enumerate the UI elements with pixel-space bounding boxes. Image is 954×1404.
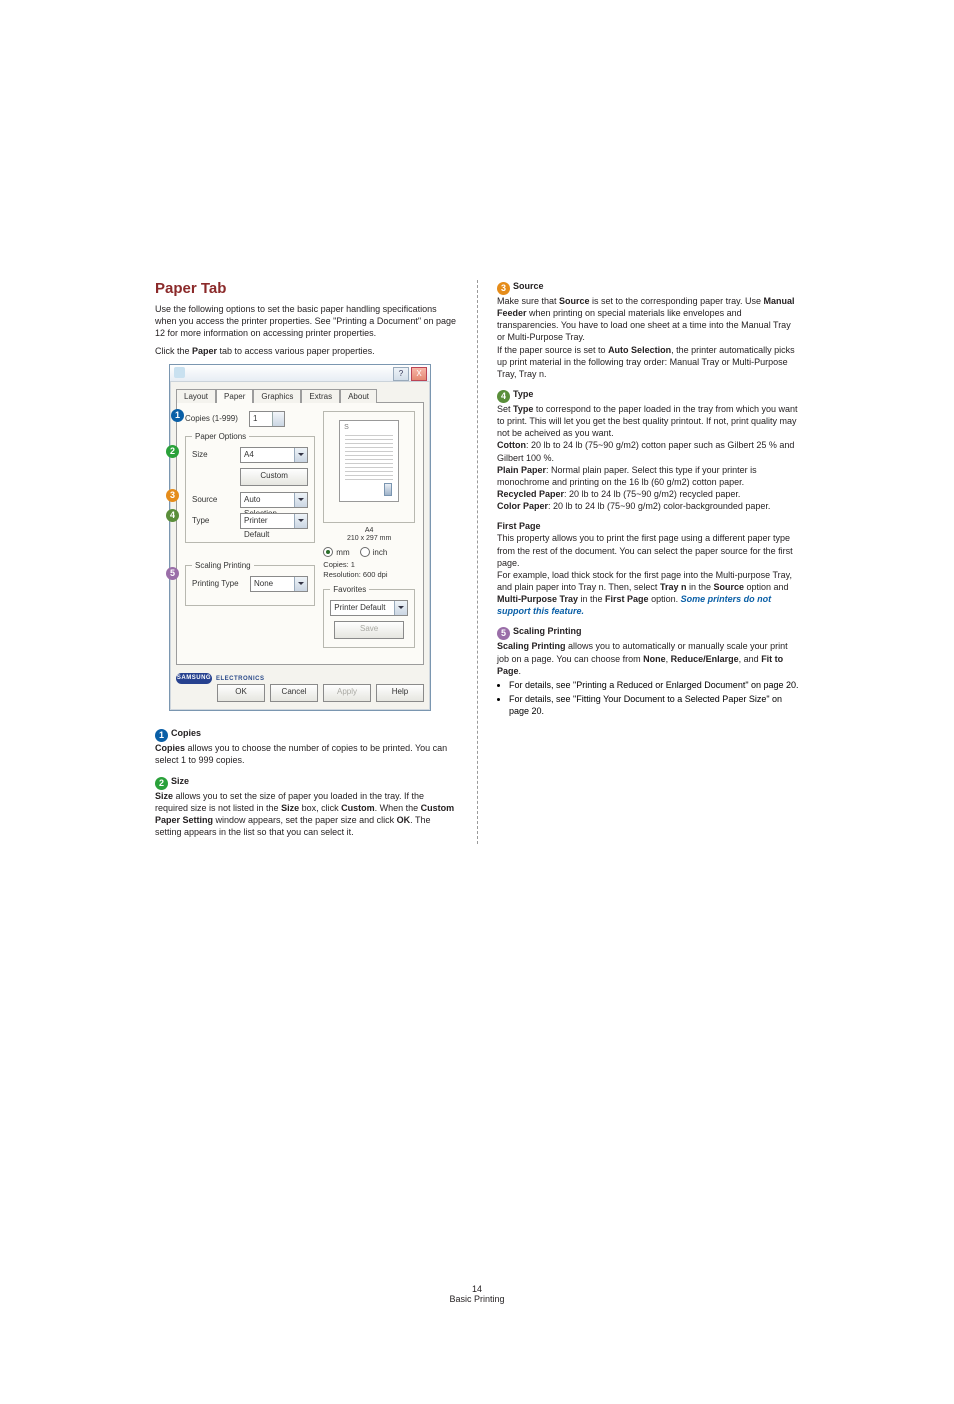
type-recycled: Recycled Paper: 20 lb to 24 lb (75~90 g/… [497, 488, 799, 500]
page-preview: S [323, 411, 415, 523]
scaling-body: Scaling Printing allows you to automatic… [497, 640, 799, 676]
favorites-group: Favorites Printer Default Save [323, 585, 415, 648]
unit-inch[interactable]: inch [360, 547, 388, 557]
size-body: Size allows you to set the size of paper… [155, 790, 457, 839]
type-cotton: Cotton: 20 lb to 24 lb (75~90 g/m2) cott… [497, 439, 799, 463]
close-button[interactable]: X [411, 367, 427, 381]
page-footer: 14 Basic Printing [155, 1284, 799, 1304]
size-heading: 2Size [155, 775, 457, 790]
firstpage-body-1: This property allows you to print the fi… [497, 532, 799, 568]
printing-type-label: Printing Type [192, 579, 246, 588]
scaling-bullet-1: For details, see "Printing a Reduced or … [509, 679, 799, 691]
column-divider [477, 280, 478, 844]
ok-button[interactable]: OK [217, 684, 265, 702]
tab-strip: Layout Paper Graphics Extras About [170, 382, 430, 402]
dialog-title-bar: ? X [170, 365, 430, 382]
section-heading: Paper Tab [155, 280, 457, 297]
tab-extras[interactable]: Extras [301, 389, 340, 403]
type-color: Color Paper: 20 lb to 24 lb (75~90 g/m2)… [497, 500, 799, 512]
size-select[interactable]: A4 [240, 447, 308, 463]
source-heading: 3Source [497, 280, 799, 295]
copies-body: Copies allows you to choose the number o… [155, 742, 457, 766]
info-copies: Copies: 1 [323, 560, 415, 569]
dialog-icon [174, 367, 185, 378]
size-label: Size [192, 450, 236, 459]
type-body-1: Set Type to correspond to the paper load… [497, 403, 799, 439]
source-body-1: Make sure that Source is set to the corr… [497, 295, 799, 344]
type-select[interactable]: Printer Default [240, 513, 308, 529]
printer-properties-dialog: ? X Layout Paper Graphics Extras About 1 [169, 364, 431, 712]
help-button[interactable]: ? [393, 367, 409, 381]
type-plain: Plain Paper: Normal plain paper. Select … [497, 464, 799, 488]
intro-paragraph-2: Click the Paper tab to access various pa… [155, 345, 457, 357]
tab-graphics[interactable]: Graphics [253, 389, 301, 403]
scaling-group: 5 Scaling Printing Printing Type None [185, 561, 315, 606]
cancel-button[interactable]: Cancel [270, 684, 318, 702]
paper-options-legend: Paper Options [192, 432, 249, 441]
I-preview-caption: A4 210 x 297 mm [323, 527, 415, 544]
preview-bar-icon [384, 483, 392, 496]
marker-5: 5 [166, 567, 179, 580]
favorites-legend: Favorites [330, 585, 369, 594]
copies-heading: 1Copies [155, 727, 457, 742]
scaling-bullets: For details, see "Printing a Reduced or … [497, 679, 799, 717]
intro-paragraph-1: Use the following options to set the bas… [155, 303, 457, 339]
paper-options-group: 2 3 4 Paper Options Size A4 Custom [185, 432, 315, 543]
tab-about[interactable]: About [340, 389, 377, 403]
marker-3: 3 [166, 489, 179, 502]
brand-logo: SAMSUNG ELECTRONICS [176, 673, 430, 684]
tab-layout[interactable]: Layout [176, 389, 216, 403]
type-heading: 4Type [497, 388, 799, 403]
unit-mm[interactable]: mm [323, 547, 349, 557]
scaling-bullet-2: For details, see "Fitting Your Document … [509, 693, 799, 717]
firstpage-body-2: For example, load thick stock for the fi… [497, 569, 799, 618]
printing-type-select[interactable]: None [250, 576, 308, 592]
source-label: Source [192, 495, 236, 504]
type-label: Type [192, 516, 236, 525]
marker-4: 4 [166, 509, 179, 522]
apply-button[interactable]: Apply [323, 684, 371, 702]
marker-2: 2 [166, 445, 179, 458]
favorites-select[interactable]: Printer Default [330, 600, 408, 616]
scaling-heading: 5Scaling Printing [497, 625, 799, 640]
marker-1: 1 [171, 409, 184, 422]
scaling-legend: Scaling Printing [192, 561, 254, 570]
firstpage-heading: First Page [497, 520, 799, 532]
favorites-save-button[interactable]: Save [334, 621, 404, 639]
tab-paper[interactable]: Paper [216, 389, 253, 403]
copies-spinner[interactable]: 1 [249, 411, 285, 427]
copies-label: Copies (1-999) [185, 414, 245, 423]
custom-button[interactable]: Custom [240, 468, 308, 486]
source-select[interactable]: Auto Selection [240, 492, 308, 508]
source-body-2: If the paper source is set to Auto Selec… [497, 344, 799, 380]
help-button[interactable]: Help [376, 684, 424, 702]
info-resolution: Resolution: 600 dpi [323, 570, 415, 579]
